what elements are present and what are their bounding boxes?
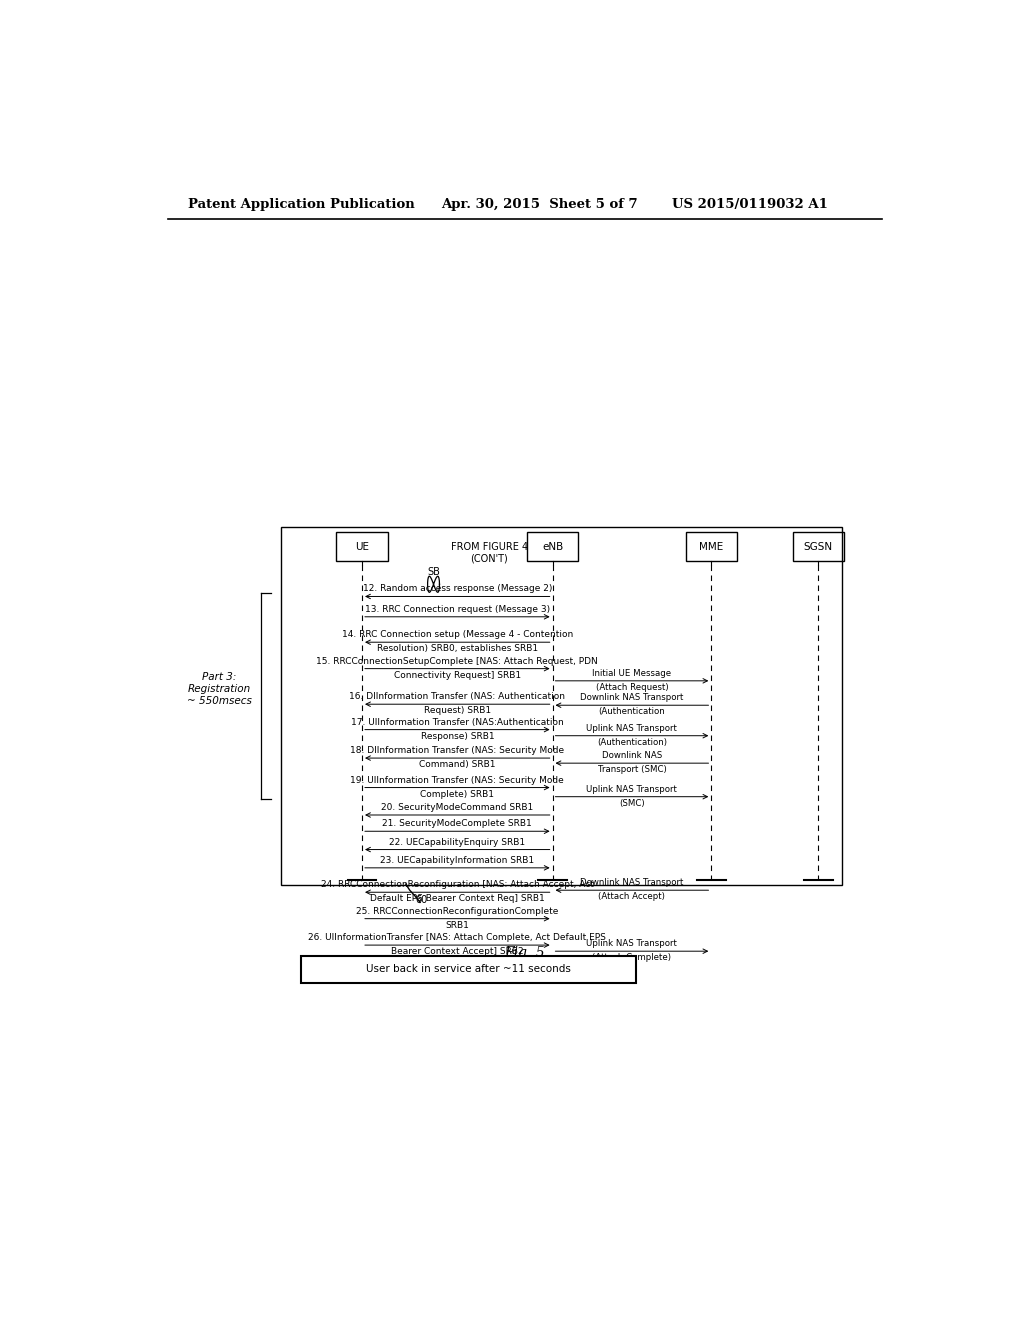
Text: 13. RRC Connection request (Message 3): 13. RRC Connection request (Message 3) — [365, 605, 550, 614]
Text: 23. UECapabilityInformation SRB1: 23. UECapabilityInformation SRB1 — [380, 855, 535, 865]
Text: 19. UlInformation Transfer (NAS: Security Mode: 19. UlInformation Transfer (NAS: Securit… — [350, 776, 564, 784]
Text: SB: SB — [427, 568, 440, 577]
Text: 26. UlInformationTransfer [NAS: Attach Complete, Act Default EPS: 26. UlInformationTransfer [NAS: Attach C… — [308, 933, 606, 942]
Bar — [526, 532, 579, 561]
Text: SRB1: SRB1 — [445, 921, 469, 929]
Text: Fig. 5: Fig. 5 — [505, 946, 545, 960]
Text: 21. SecurityModeComplete SRB1: 21. SecurityModeComplete SRB1 — [383, 820, 532, 828]
Bar — [685, 532, 737, 561]
Text: 20. SecurityModeCommand SRB1: 20. SecurityModeCommand SRB1 — [381, 803, 534, 812]
Text: Uplink NAS Transport: Uplink NAS Transport — [587, 939, 677, 948]
Text: Command) SRB1: Command) SRB1 — [419, 760, 496, 770]
Bar — [282, 528, 843, 886]
Text: eNB: eNB — [542, 541, 563, 552]
Text: (Authentication): (Authentication) — [597, 738, 667, 747]
Text: MME: MME — [699, 541, 723, 552]
Text: Apr. 30, 2015  Sheet 5 of 7: Apr. 30, 2015 Sheet 5 of 7 — [441, 198, 638, 211]
Text: 12. Random access response (Message 2): 12. Random access response (Message 2) — [362, 585, 552, 594]
Bar — [793, 532, 844, 561]
Text: (Attach Accept): (Attach Accept) — [598, 892, 666, 902]
Text: Uplink NAS Transport: Uplink NAS Transport — [587, 784, 677, 793]
Text: 18. DlInformation Transfer (NAS: Security Mode: 18. DlInformation Transfer (NAS: Securit… — [350, 746, 564, 755]
Text: Downlink NAS Transport: Downlink NAS Transport — [581, 878, 684, 887]
Text: Initial UE Message: Initial UE Message — [592, 669, 672, 677]
Text: Downlink NAS: Downlink NAS — [602, 751, 663, 760]
Bar — [336, 532, 388, 561]
Text: US 2015/0119032 A1: US 2015/0119032 A1 — [672, 198, 827, 211]
Text: Part 3:
Registration
~ 550msecs: Part 3: Registration ~ 550msecs — [186, 672, 252, 706]
Text: Default EPS Bearer Context Req] SRB1: Default EPS Bearer Context Req] SRB1 — [370, 894, 545, 903]
Text: 14. RRC Connection setup (Message 4 - Contention: 14. RRC Connection setup (Message 4 - Co… — [342, 630, 573, 639]
Bar — [301, 956, 636, 982]
Text: (Attach Request): (Attach Request) — [596, 682, 669, 692]
Text: Response) SRB1: Response) SRB1 — [421, 731, 495, 741]
Text: 22. UECapabilityEnquiry SRB1: 22. UECapabilityEnquiry SRB1 — [389, 837, 525, 846]
Text: SGSN: SGSN — [804, 541, 833, 552]
Text: UE: UE — [355, 541, 369, 552]
Text: Uplink NAS Transport: Uplink NAS Transport — [587, 723, 677, 733]
Text: Connectivity Request] SRB1: Connectivity Request] SRB1 — [394, 671, 521, 680]
Text: 25. RRCConnectionReconfigurationComplete: 25. RRCConnectionReconfigurationComplete — [356, 907, 558, 916]
Text: Downlink NAS Transport: Downlink NAS Transport — [581, 693, 684, 702]
Text: (SMC): (SMC) — [620, 799, 645, 808]
Text: 15. RRCConnectionSetupComplete [NAS: Attach Request, PDN: 15. RRCConnectionSetupComplete [NAS: Att… — [316, 656, 598, 665]
Text: User back in service after ~11 seconds: User back in service after ~11 seconds — [366, 965, 571, 974]
Text: Resolution) SRB0, establishes SRB1: Resolution) SRB0, establishes SRB1 — [377, 644, 538, 653]
Text: (Authentication: (Authentication — [599, 708, 666, 717]
Text: 60: 60 — [416, 895, 428, 906]
Text: Request) SRB1: Request) SRB1 — [424, 706, 490, 715]
Text: 16. DlInformation Transfer (NAS: Authentication: 16. DlInformation Transfer (NAS: Authent… — [349, 692, 565, 701]
Text: Patent Application Publication: Patent Application Publication — [187, 198, 415, 211]
Text: Complete) SRB1: Complete) SRB1 — [420, 789, 495, 799]
Text: 17. UlInformation Transfer (NAS:Authentication: 17. UlInformation Transfer (NAS:Authenti… — [351, 718, 564, 726]
Text: (Attach Complete): (Attach Complete) — [593, 953, 672, 962]
Text: Bearer Context Accept] SRB2: Bearer Context Accept] SRB2 — [391, 948, 523, 956]
Text: Transport (SMC): Transport (SMC) — [598, 766, 667, 775]
Text: 24. RRCConnectionReconfiguration [NAS: Attach Accept, Act: 24. RRCConnectionReconfiguration [NAS: A… — [321, 880, 594, 890]
Text: FROM FIGURE 4
(CON'T): FROM FIGURE 4 (CON'T) — [451, 543, 527, 564]
